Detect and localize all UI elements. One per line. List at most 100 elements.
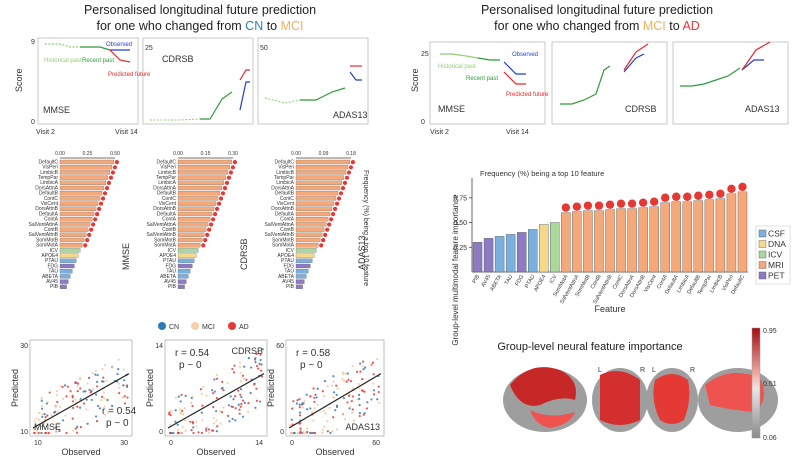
small-importance-bar (59, 284, 67, 289)
scatter-point (106, 398, 109, 402)
x-tick-label: 14 (255, 440, 263, 447)
category-label: TAU (504, 274, 515, 286)
scatter-point (41, 413, 44, 416)
scatter-point (66, 385, 69, 388)
feature-label: DefaultA (39, 211, 59, 217)
scatter-point (234, 407, 237, 410)
scatter-point (174, 420, 177, 423)
group-bar (616, 208, 626, 273)
scatter-point (40, 407, 44, 410)
scatter-point (74, 398, 77, 401)
small-importance-bar (59, 165, 113, 170)
scatter-point (343, 418, 346, 421)
scatter-point (255, 352, 258, 356)
scatter-point (48, 391, 51, 394)
frequency-dot (661, 193, 670, 202)
scatter-point (290, 418, 293, 421)
legend-swatch (758, 271, 767, 280)
frequency-dot (342, 180, 348, 185)
small-importance-bar (295, 175, 345, 180)
feature-label: PIB (168, 284, 177, 290)
tick: 25 (421, 51, 429, 58)
feature-label: TempPar (274, 175, 294, 181)
brain-region (530, 410, 575, 428)
group-bar (550, 222, 560, 273)
small-importance-bar (177, 196, 219, 201)
scatter-point (332, 375, 335, 378)
scatter-point (366, 401, 369, 404)
scatter-point (177, 431, 180, 435)
small-importance-bar (59, 201, 99, 206)
frequency-dot (211, 217, 216, 222)
y-tick-label: 0.75 (453, 195, 467, 202)
tick: 0 (31, 119, 35, 126)
scatter-point (56, 400, 59, 404)
small-importance-bar (59, 279, 69, 284)
scatter-point (179, 400, 182, 403)
feature-label: SomMotA (272, 243, 295, 249)
feature-label: AV45 (282, 279, 294, 285)
feature-label: TAU (166, 269, 176, 275)
left-trajectory-row: Score 9 0 25 50 Historical past Recent p… (14, 37, 369, 136)
scatter-point (82, 402, 86, 405)
small-importance-bar (177, 211, 213, 217)
small-importance-bar (59, 227, 89, 232)
scatter-point (377, 390, 380, 394)
legend-label: CSF (768, 229, 785, 239)
mmse-label: MMSE (43, 105, 70, 115)
frequency-axis-label: Frequency (%) being a top 10 feature (362, 170, 369, 286)
small-importance-bar (59, 206, 97, 211)
small-importance-bar (295, 237, 321, 243)
small-panel-tick: 0.50 (110, 151, 120, 157)
scatter-point (216, 425, 219, 428)
scatter-point (261, 348, 264, 351)
frequency-dot (605, 200, 615, 209)
mci-legend-dot (191, 322, 199, 330)
feature-label: ICV (50, 248, 59, 254)
scatter-point (361, 378, 364, 381)
scatter-p-value: p ~ 0 (106, 418, 129, 429)
scatter-point (298, 398, 301, 401)
scatter-point (79, 387, 82, 390)
frequency-dot (649, 197, 659, 206)
scatter-point (359, 370, 362, 373)
scatter-point (313, 431, 317, 435)
scatter-point (37, 418, 40, 421)
group-bar (649, 206, 659, 273)
feature-label: AV45 (46, 279, 58, 285)
small-importance-bar (59, 191, 103, 196)
scatter-point (298, 431, 301, 435)
scatter-point (32, 428, 36, 431)
scatter-point (177, 395, 180, 398)
scatter-point (312, 419, 315, 422)
scatter-point (63, 384, 67, 387)
scatter-point (222, 406, 225, 409)
regression-line (167, 373, 265, 429)
feature-label: LimbicA (276, 180, 294, 186)
scatter-point (105, 379, 108, 382)
x-tick-label: 60 (372, 440, 380, 447)
scatter-point (238, 408, 241, 411)
recent-line (680, 67, 741, 87)
feature-label: ContC (280, 196, 295, 202)
frequency-dot (340, 186, 346, 191)
scatter-point (126, 396, 129, 399)
small-importance-bar (59, 180, 107, 185)
scatter-point (351, 364, 354, 368)
scatter-point (258, 400, 262, 403)
frequency-dot (738, 182, 747, 192)
scatter-point (104, 363, 107, 367)
small-importance-bar (295, 201, 335, 206)
frequency-dot (96, 206, 102, 211)
scatter-point (208, 431, 211, 435)
feature-label: TAU (48, 269, 58, 275)
small-importance-bar (295, 165, 349, 170)
scatter-point (290, 431, 293, 435)
scatter-point (71, 417, 74, 420)
frequency-dot (87, 232, 92, 237)
small-importance-bar (177, 269, 191, 274)
small-importance-bar (295, 279, 305, 284)
scatter-point (205, 394, 208, 397)
